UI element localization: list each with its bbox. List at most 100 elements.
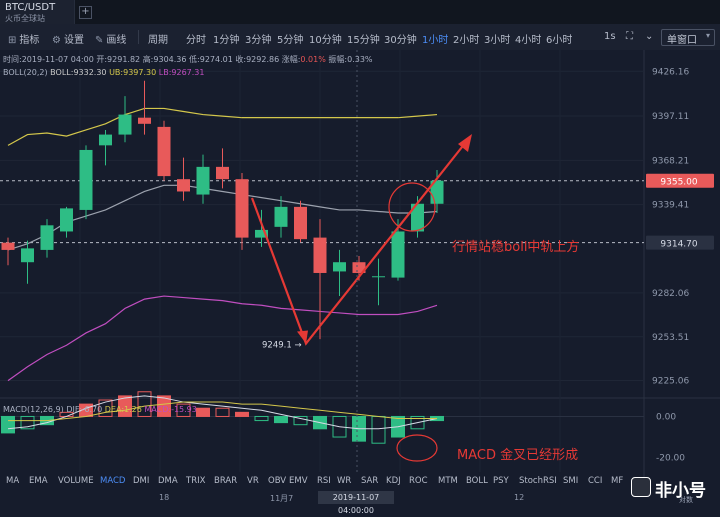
macd-dea-line [8, 401, 437, 422]
indicator-tab-macd[interactable]: MACD [100, 476, 126, 486]
indicator-tab-rsi[interactable]: RSI [317, 476, 331, 486]
interval-10m[interactable]: 10分钟 [309, 35, 342, 46]
interval-2h[interactable]: 2小时 [453, 35, 480, 46]
interval-30m[interactable]: 30分钟 [384, 35, 417, 46]
interval-5m[interactable]: 5分钟 [277, 35, 304, 46]
caret-down-icon: ▾ [705, 31, 710, 40]
interval-time-sharing[interactable]: 分时 [186, 35, 206, 46]
tab-title: BTC/USDT [5, 2, 56, 13]
high-value: 9304.36 [153, 55, 187, 64]
arrow-down-head-icon [297, 330, 308, 344]
candle-body [196, 166, 210, 195]
change-label: 涨幅: [281, 55, 301, 64]
macd-hist-label: MACD: [144, 405, 172, 414]
candle-body [255, 229, 268, 238]
boll-title: BOLL(20,2) [3, 68, 48, 77]
interval-6h[interactable]: 6小时 [546, 35, 573, 46]
tab-bar: BTC/USDT 火币全球站 + [0, 0, 720, 24]
interval-3h[interactable]: 3小时 [484, 35, 511, 46]
indicator-tab-boll[interactable]: BOLL [466, 476, 488, 486]
price-chart[interactable]: 9426.16 9397.11 9368.21 9339.41 9282.06 9253.… [0, 0, 720, 506]
indicator-icon: ⊞ [8, 35, 17, 46]
candle-body [40, 225, 54, 250]
period-label: 周期 [148, 35, 168, 46]
indicator-tab-mf[interactable]: MF [611, 476, 624, 486]
gear-icon: ⚙ [52, 35, 61, 46]
macd-dea-label: DEA: [104, 405, 125, 414]
candle-body [216, 166, 229, 180]
watermark: 非小号 对数 [631, 474, 717, 504]
macd-hist-bar [293, 415, 308, 426]
candle-body [372, 276, 385, 278]
time-axis: 18 11月7 2019-11-07 04:00:00 12 [0, 490, 720, 515]
indicator-tab-trix[interactable]: TRIX [186, 476, 206, 486]
crosshair-time: 2019-11-07 04:00:00 [318, 491, 394, 515]
amplitude-label: 振幅: [328, 55, 348, 64]
level-price-tag-bg [646, 235, 714, 250]
time-tick: 12 [514, 493, 525, 502]
logo-icon [631, 477, 651, 497]
indicator-tab-brar[interactable]: BRAR [214, 476, 238, 486]
indicator-label: 指标 [19, 35, 40, 46]
watermark-text: 非小号 [655, 481, 706, 501]
time-tick: 11月7 [270, 494, 294, 503]
indicator-tab-vr[interactable]: VR [247, 476, 259, 486]
indicator-tab-dmi[interactable]: DMI [133, 476, 150, 486]
layout-select[interactable]: 单窗口 ▾ [661, 29, 715, 46]
add-tab-button[interactable]: + [79, 6, 92, 19]
indicator-tab-emv[interactable]: EMV [289, 476, 308, 486]
speed-1s[interactable]: 1s [604, 31, 616, 42]
macd-hist-bar [215, 407, 230, 417]
open-value: 9291.82 [107, 55, 141, 64]
fullscreen-icon[interactable]: ⛶ [626, 31, 633, 42]
candle-body [333, 262, 346, 272]
pen-icon: ✎ [95, 35, 104, 46]
close-label: 收: [235, 55, 247, 64]
indicator-tab-ma[interactable]: MA [6, 476, 20, 486]
indicator-tab-volume[interactable]: VOLUME [58, 476, 94, 486]
settings-button[interactable]: ⚙ 设置 [52, 31, 84, 46]
interval-15m[interactable]: 15分钟 [347, 35, 380, 46]
boll-upper-label: UB: [109, 68, 124, 77]
chevron-down-icon[interactable]: ⌄ [645, 31, 654, 42]
low-label: 低: [189, 55, 200, 64]
candle-body [79, 149, 93, 210]
macd-dif-line [7, 395, 438, 430]
indicator-tab-obv[interactable]: OBV [268, 476, 287, 486]
indicator-tab-roc[interactable]: ROC [409, 476, 428, 486]
indicator-tab-mtm[interactable]: MTM [438, 476, 458, 486]
macd-tick: 0.00 [656, 412, 676, 422]
indicator-tab-sar[interactable]: SAR [361, 476, 379, 486]
macd-tick: -20.00 [656, 454, 685, 464]
macd-hist-bar [157, 395, 171, 417]
settings-label: 设置 [63, 35, 84, 46]
interval-4h[interactable]: 4小时 [515, 35, 542, 46]
indicator-tab-stochrsi[interactable]: StochRSI [519, 476, 557, 486]
macd-dif-label: DIF: [66, 405, 82, 414]
macd-hist-bar [410, 415, 425, 430]
indicator-tab-dma[interactable]: DMA [158, 476, 178, 486]
indicator-tab-psy[interactable]: PSY [493, 476, 509, 486]
macd-hist-bar [98, 399, 113, 417]
interval-1m[interactable]: 1分钟 [213, 35, 240, 46]
candle-body [411, 203, 424, 232]
macd-hist-bar [118, 395, 132, 417]
tab-btc-usdt[interactable]: BTC/USDT 火币全球站 [0, 0, 75, 24]
indicator-tab-smi[interactable]: SMI [563, 476, 579, 486]
tab-exchange: 火币全球站 [5, 14, 45, 23]
indicator-tab-wr[interactable]: WR [337, 476, 352, 486]
interval-1h[interactable]: 1小时 [422, 35, 449, 46]
boll-annotation: 行情站稳boll中轨上方 [452, 239, 579, 255]
macd-hist-value: -15.93 [171, 405, 197, 414]
boll-lower-value: 9267.31 [171, 68, 205, 77]
interval-3m[interactable]: 3分钟 [245, 35, 272, 46]
indicator-tab-cci[interactable]: CCI [588, 476, 603, 486]
draw-button[interactable]: ✎ 画线 [95, 31, 126, 46]
macd-cross-circle [396, 434, 438, 462]
indicator-tab-ema[interactable]: EMA [29, 476, 48, 486]
indicator-button[interactable]: ⊞ 指标 [8, 31, 39, 46]
price-tick: 9253.51 [652, 333, 689, 343]
indicator-tab-kdj[interactable]: KDJ [386, 476, 401, 486]
log-scale-label: 对数 [679, 496, 693, 504]
current-price-tag: 9355.00 [660, 178, 697, 188]
